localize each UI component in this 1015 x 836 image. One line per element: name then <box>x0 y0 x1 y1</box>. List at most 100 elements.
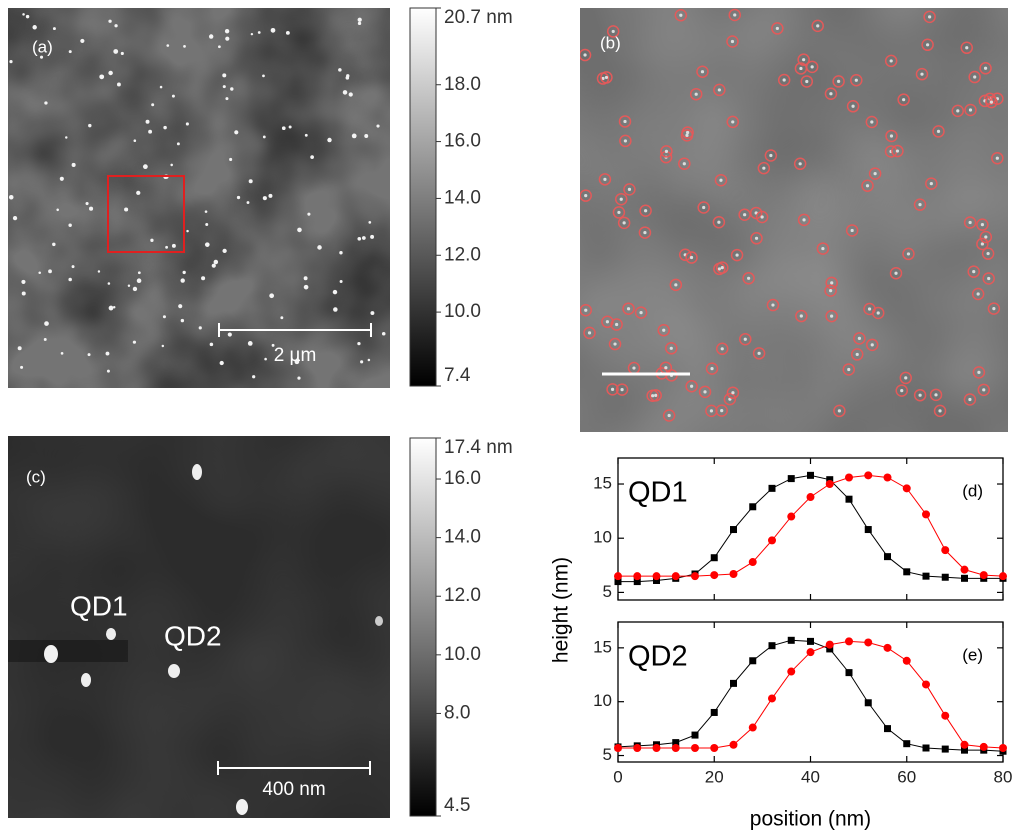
detected-dot-ring <box>766 298 780 312</box>
colorbar-tick-label: 12.0 <box>444 244 481 265</box>
detected-dot-ring <box>764 149 778 162</box>
dot <box>133 139 137 142</box>
detected-dot <box>730 39 735 44</box>
detected-dot-ring <box>771 22 784 35</box>
detected-dot <box>639 311 643 315</box>
dot <box>168 664 180 678</box>
detected-dot-ring <box>865 115 879 129</box>
marker <box>749 503 757 511</box>
dot <box>17 346 22 351</box>
detected-dot-ring <box>583 326 596 340</box>
detected-dot <box>686 130 690 135</box>
detected-dot <box>984 235 988 239</box>
detected-dot-ring <box>712 215 726 229</box>
marker <box>633 578 641 586</box>
detected-dot-ring <box>580 189 592 202</box>
dot <box>186 229 189 233</box>
detected-dot-ring <box>797 213 811 227</box>
dot <box>236 799 248 815</box>
marker <box>922 744 930 752</box>
detected-dot-ring <box>777 73 791 87</box>
detected-dot <box>829 289 833 293</box>
dot <box>180 318 185 323</box>
detected-dot <box>623 139 627 143</box>
detected-dot-ring <box>987 302 1001 315</box>
detected-dot-ring <box>976 237 989 251</box>
marker <box>691 731 699 739</box>
dot <box>246 201 250 204</box>
detected-dot <box>847 367 851 372</box>
marker <box>671 744 680 752</box>
detected-dot-ring <box>824 87 838 101</box>
detected-dot <box>587 331 592 335</box>
dot <box>280 316 284 320</box>
dot <box>342 90 348 95</box>
detected-dot-ring <box>925 177 938 190</box>
dot <box>332 289 338 295</box>
colorbar-tick-label: 14.0 <box>444 187 481 208</box>
marker <box>864 526 872 534</box>
detected-dot <box>855 352 859 357</box>
dot <box>80 38 85 44</box>
y-tick-label: 10 <box>593 528 612 547</box>
marker <box>730 526 737 534</box>
image-texture <box>580 8 1008 432</box>
scale-bar-label: 2 µm <box>274 345 317 366</box>
detected-dot <box>989 100 994 104</box>
afm-image-b: (b) <box>580 8 1008 432</box>
detected-dot <box>620 388 624 392</box>
detected-dot-ring <box>824 284 837 297</box>
detected-dot <box>854 78 858 82</box>
y-tick-label: 10 <box>593 691 612 710</box>
detected-dot <box>987 276 991 281</box>
dot <box>132 340 137 344</box>
marker <box>999 744 1007 752</box>
detected-dot-ring <box>794 62 808 75</box>
annotation: QD1 <box>70 590 128 621</box>
detected-dot <box>851 104 855 108</box>
dot <box>339 251 343 255</box>
detected-dot <box>769 153 773 158</box>
detected-dot-ring <box>750 232 763 245</box>
detected-dot <box>802 218 806 222</box>
detected-dot <box>604 75 609 80</box>
detected-dot-ring <box>797 53 810 66</box>
x-axis-label: position (nm) <box>750 808 871 831</box>
dot <box>25 14 30 19</box>
image-texture <box>8 8 390 388</box>
marker <box>768 694 776 703</box>
detected-dot <box>936 129 941 133</box>
detected-dot <box>617 210 621 215</box>
detected-dot-ring <box>617 216 631 230</box>
dot <box>120 51 124 56</box>
detected-dot <box>690 384 694 388</box>
dot <box>248 179 253 184</box>
detected-dot <box>611 29 615 34</box>
detected-dot-ring <box>618 115 632 128</box>
detected-dot <box>762 166 766 170</box>
detected-dot-ring <box>978 94 992 108</box>
detected-dot-ring <box>622 302 635 315</box>
detected-dot <box>717 88 721 92</box>
detected-dot <box>889 59 893 63</box>
dot <box>285 30 290 35</box>
detected-dot-ring <box>660 145 673 158</box>
detected-dot-ring <box>730 248 744 262</box>
dot <box>198 326 202 330</box>
x-tick-label: 0 <box>613 767 622 786</box>
dot <box>357 21 362 26</box>
detected-dot-ring <box>960 41 974 55</box>
detected-dot-ring <box>816 242 830 255</box>
dot <box>303 284 309 290</box>
dot <box>201 276 206 281</box>
detected-dot <box>837 409 841 413</box>
image-texture <box>8 436 390 818</box>
detected-dot <box>902 98 906 102</box>
dot <box>252 375 256 379</box>
detected-dot-ring <box>913 198 927 211</box>
colorbar-tick-label: 20.7 nm <box>444 7 513 28</box>
detected-dot-ring <box>845 224 859 237</box>
detected-dot-ring <box>601 315 614 329</box>
colorbar-tick-label: 10.0 <box>444 301 481 322</box>
detected-dot-ring <box>738 208 751 221</box>
